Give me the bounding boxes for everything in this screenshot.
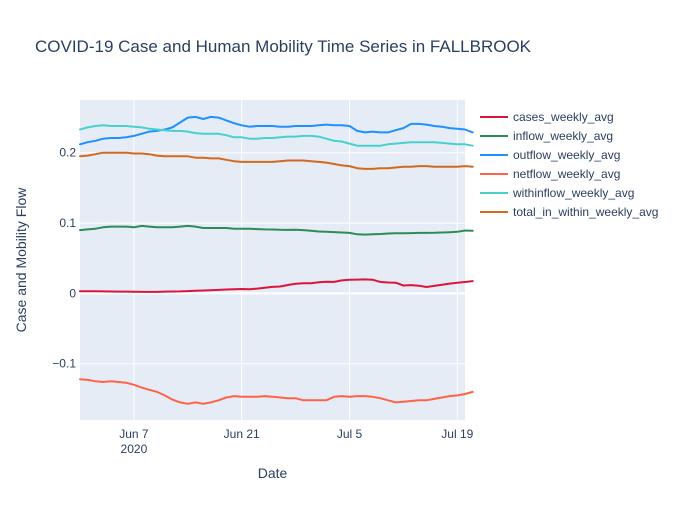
legend-label: cases_weekly_avg	[513, 110, 614, 124]
y-axis-title: Case and Mobility Flow	[13, 187, 29, 333]
y-tick-label: 0.1	[59, 216, 76, 230]
series-line-outflow_weekly_avg	[79, 115, 474, 146]
legend-label: inflow_weekly_avg	[513, 129, 613, 143]
plot-background	[80, 100, 465, 420]
y-tick-label: 0.2	[59, 146, 76, 160]
series-group	[79, 115, 474, 405]
legend-label: outflow_weekly_avg	[513, 148, 620, 162]
legend: cases_weekly_avg inflow_weekly_avgoutflow…	[480, 110, 658, 219]
series-line-cases_weekly_avg	[79, 278, 474, 293]
y-tick-label: −0.1	[52, 357, 76, 371]
series-line-total_in_within_weekly_avg	[79, 151, 474, 170]
x-year-label: 2020	[121, 442, 148, 456]
series-line-netflow_weekly_avg	[79, 378, 474, 405]
series-line-inflow_weekly_avg	[79, 224, 474, 236]
x-tick-label: Jun 7	[119, 427, 149, 441]
x-tick-label: Jul 5	[337, 427, 363, 441]
x-tick-label: Jun 21	[224, 427, 260, 441]
legend-label: total_in_within_weekly_avg	[513, 205, 658, 219]
chart-title: COVID-19 Case and Human Mobility Time Se…	[35, 37, 532, 56]
y-axis: −0.1 0 0.1 0.2	[52, 146, 76, 371]
legend-label: withinflow_weekly_avg	[512, 186, 634, 200]
legend-label: netflow_weekly_avg	[513, 167, 620, 181]
x-axis-title: Date	[258, 465, 288, 481]
y-tick-label: 0	[69, 286, 76, 300]
x-tick-label: Jul 19	[441, 427, 473, 441]
series-line-withinflow_weekly_avg	[79, 124, 474, 147]
